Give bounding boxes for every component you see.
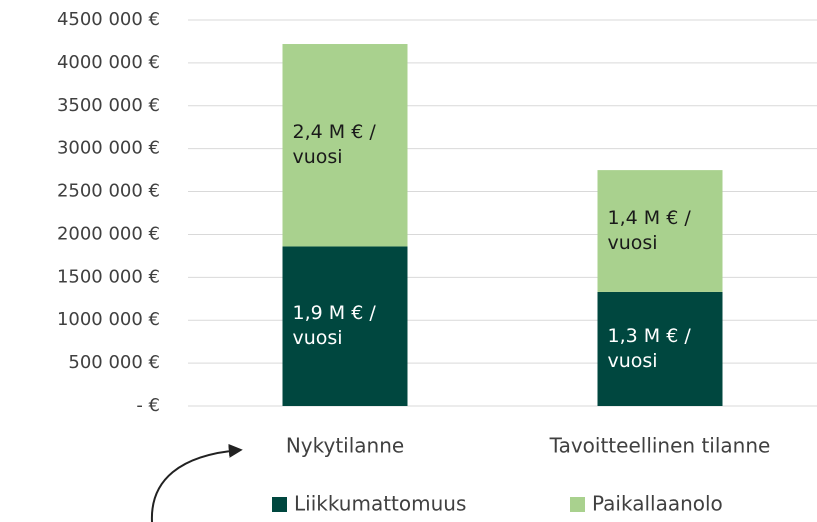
x-tick-label: Tavoitteellinen tilanne	[549, 434, 771, 458]
y-tick-label: 2500 000 €	[57, 181, 160, 202]
y-tick-label: 1500 000 €	[57, 266, 160, 287]
y-tick-label: 4000 000 €	[57, 52, 160, 73]
y-tick-label: - €	[136, 395, 160, 416]
y-tick-label: 1000 000 €	[57, 309, 160, 330]
y-tick-label: 4500 000 €	[57, 9, 160, 30]
legend-swatch	[570, 497, 585, 512]
y-tick-label: 3000 000 €	[57, 138, 160, 159]
value-label: 1,9 M € / vuosi	[292, 302, 376, 350]
value-label: 2,4 M € / vuosi	[292, 121, 376, 169]
value-label: 1,3 M € / vuosi	[607, 324, 691, 372]
x-tick-label: Nykytilanne	[286, 434, 404, 458]
y-tick-label: 2000 000 €	[57, 223, 160, 244]
bar-segment	[282, 246, 408, 406]
bar-segment	[597, 170, 723, 292]
arrow	[150, 443, 243, 522]
bar-segment	[597, 291, 723, 406]
y-tick-label: 3500 000 €	[57, 95, 160, 116]
legend-label: Liikkumattomuus	[294, 492, 466, 516]
legend-swatch	[272, 497, 287, 512]
legend-label: Paikallaanolo	[592, 492, 723, 516]
y-tick-label: 500 000 €	[68, 352, 160, 373]
value-label: 1,4 M € / vuosi	[607, 207, 691, 254]
bar-segment	[282, 44, 408, 247]
